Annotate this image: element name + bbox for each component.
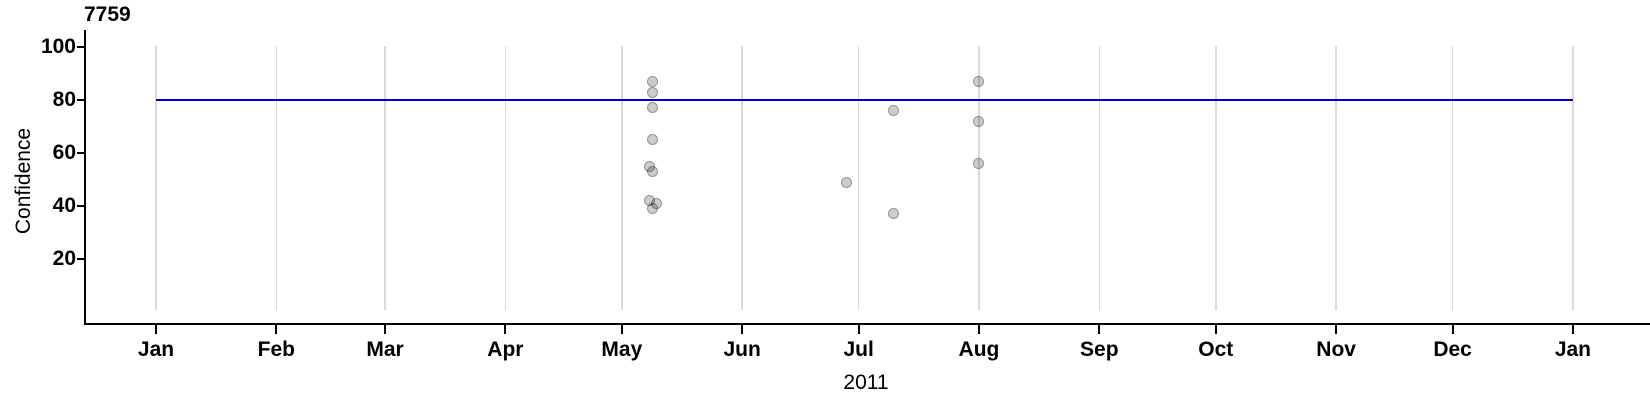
y-axis-tick (77, 46, 86, 48)
y-tick-label-20: 20 (52, 247, 76, 270)
month-gridline (504, 46, 507, 310)
x-axis-tick (155, 325, 157, 334)
month-gridline (1451, 46, 1454, 310)
y-tick-label-60: 60 (52, 141, 76, 164)
data-point (888, 208, 900, 220)
x-tick-label-oct-9: Oct (1198, 338, 1234, 361)
x-axis-tick (504, 325, 507, 334)
y-axis-line (84, 30, 86, 325)
month-gridline (1572, 46, 1574, 310)
x-axis-tick (620, 325, 623, 334)
month-gridline (1098, 46, 1101, 310)
data-point (973, 158, 985, 170)
x-axis-tick (275, 325, 278, 334)
x-tick-label-nov-10: Nov (1316, 338, 1356, 361)
data-point (647, 166, 659, 178)
data-point (973, 115, 985, 127)
month-gridline (1335, 46, 1337, 310)
y-axis-tick (77, 258, 86, 260)
data-point (647, 134, 659, 146)
x-tick-label-feb-1: Feb (257, 338, 295, 361)
month-gridline (155, 46, 157, 310)
y-axis-tick (77, 152, 86, 154)
data-point (647, 203, 659, 215)
month-gridline (1215, 46, 1217, 310)
x-axis-line (84, 323, 1650, 325)
y-tick-label-80: 80 (52, 88, 76, 111)
data-point (647, 102, 659, 114)
x-tick-label-jan-12: Jan (1554, 338, 1592, 361)
x-axis-tick (1335, 325, 1338, 334)
month-gridline (857, 46, 860, 310)
y-axis-tick (77, 99, 86, 101)
data-point (888, 105, 900, 117)
x-tick-label-jan-0: Jan (137, 338, 175, 361)
x-axis-tick (1214, 325, 1217, 334)
x-tick-label-jun-5: Jun (723, 338, 761, 361)
month-gridline (275, 46, 278, 310)
x-axis-tick (977, 325, 980, 334)
x-axis-tick (384, 325, 387, 334)
x-tick-label-apr-3: Apr (487, 338, 524, 361)
x-tick-label-aug-7: Aug (958, 338, 1000, 361)
x-tick-label-dec-11: Dec (1433, 338, 1472, 361)
data-point (647, 86, 659, 98)
y-tick-label-100: 100 (40, 35, 76, 58)
x-axis-tick (1451, 325, 1454, 334)
x-tick-label-may-4: May (601, 338, 643, 361)
month-gridline (384, 46, 386, 310)
x-axis-title: 2011 (843, 371, 889, 394)
x-tick-label-jul-6: Jul (843, 338, 874, 361)
month-gridline (978, 46, 980, 310)
reference-line-80 (156, 99, 1573, 101)
data-point (647, 75, 659, 87)
y-axis-title: Confidence (12, 127, 35, 235)
month-gridline (621, 46, 623, 310)
x-axis-tick (1571, 325, 1574, 334)
x-axis-tick (1098, 325, 1101, 334)
x-tick-label-mar-2: Mar (366, 338, 404, 361)
month-gridline (741, 46, 743, 310)
y-axis-tick (77, 205, 86, 207)
x-tick-label-sep-8: Sep (1080, 338, 1119, 361)
chart-title: 7759 (84, 3, 131, 26)
data-point (973, 75, 985, 87)
y-tick-label-40: 40 (52, 194, 76, 217)
data-point (841, 176, 853, 188)
x-axis-tick (741, 325, 744, 334)
x-axis-tick (857, 325, 860, 334)
